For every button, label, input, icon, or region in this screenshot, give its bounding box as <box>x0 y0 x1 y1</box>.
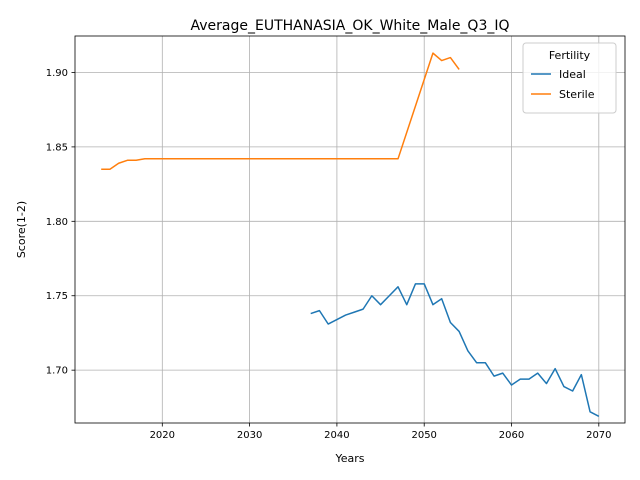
chart-title: Average_EUTHANASIA_OK_White_Male_Q3_IQ <box>190 18 509 34</box>
x-axis-ticks: 2020 2030 2040 2050 2060 2070 <box>150 423 612 441</box>
legend-box <box>522 42 617 114</box>
y-tick-label-3: 1.85 <box>46 142 68 153</box>
x-tick-label-0: 2020 <box>150 430 175 441</box>
x-tick-label-4: 2060 <box>499 430 524 441</box>
series-line-ideal <box>310 283 600 417</box>
legend-label-ideal: Ideal <box>559 68 586 81</box>
series-lines <box>101 52 600 417</box>
series-line-sterile <box>101 52 460 170</box>
legend-label-sterile: Sterile <box>559 88 595 101</box>
y-axis-ticks: 1.70 1.75 1.80 1.85 1.90 <box>46 68 75 377</box>
x-tick-label-2: 2040 <box>324 430 349 441</box>
y-tick-label-1: 1.75 <box>46 291 68 302</box>
y-tick-label-4: 1.90 <box>46 68 68 79</box>
y-axis-label: Score(1-2) <box>15 201 28 258</box>
y-tick-label-0: 1.70 <box>46 366 68 377</box>
x-tick-label-3: 2050 <box>411 430 436 441</box>
legend-title: Fertility <box>549 49 591 62</box>
x-tick-label-1: 2030 <box>237 430 262 441</box>
y-tick-label-2: 1.80 <box>46 217 68 228</box>
plot-frame <box>74 35 626 424</box>
legend: Fertility Ideal Sterile <box>522 42 617 114</box>
x-axis-label: Years <box>334 452 364 465</box>
x-tick-label-5: 2070 <box>586 430 611 441</box>
